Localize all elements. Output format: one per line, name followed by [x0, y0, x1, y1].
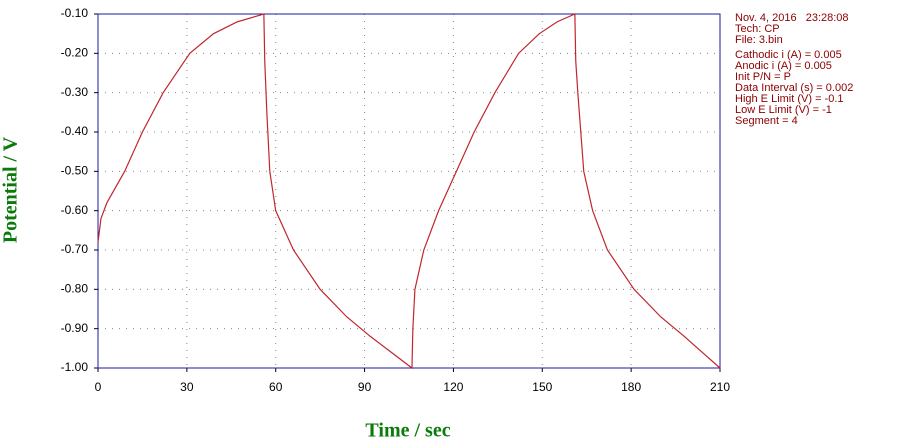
y-tick-label: -0.60: [61, 203, 89, 217]
y-tick-label: -0.30: [61, 85, 89, 99]
x-tick-label: 210: [710, 380, 730, 394]
annotation: Low E Limit (V) = -1: [735, 104, 832, 116]
y-tick-label: -0.50: [61, 164, 89, 178]
annotation: Tech: CP: [735, 23, 780, 35]
y-axis-label: Potential / V: [0, 136, 22, 243]
x-tick-label: 30: [180, 380, 194, 394]
y-tick-label: -0.90: [61, 321, 89, 335]
x-tick-label: 0: [95, 380, 102, 394]
x-tick-label: 150: [532, 380, 552, 394]
annotation: Nov. 4, 2016 23:28:08: [735, 12, 849, 24]
annotation: Init P/N = P: [735, 71, 791, 83]
x-axis-label: Time / sec: [365, 420, 450, 442]
y-tick-label: -0.10: [61, 6, 89, 20]
data-line: [97, 13, 721, 370]
annotation: File: 3.bin: [735, 34, 783, 46]
y-tick-label: -0.20: [61, 46, 89, 60]
y-tick-label: -1.00: [61, 360, 89, 374]
annotation: High E Limit (V) = -0.1: [735, 93, 844, 105]
annotation: Cathodic i (A) = 0.005: [735, 49, 842, 61]
plot-frame: [97, 13, 721, 369]
x-tick-label: 90: [358, 380, 372, 394]
annotation: Anodic i (A) = 0.005: [735, 60, 832, 72]
y-tick-label: -0.80: [61, 282, 89, 296]
x-tick-label: 180: [621, 380, 641, 394]
y-tick-label: -0.70: [61, 242, 89, 256]
x-tick-label: 60: [269, 380, 283, 394]
annotation: Data Interval (s) = 0.002: [735, 82, 853, 94]
y-tick-label: -0.40: [61, 124, 89, 138]
annotation: Segment = 4: [735, 115, 798, 127]
x-tick-label: 120: [443, 380, 463, 394]
